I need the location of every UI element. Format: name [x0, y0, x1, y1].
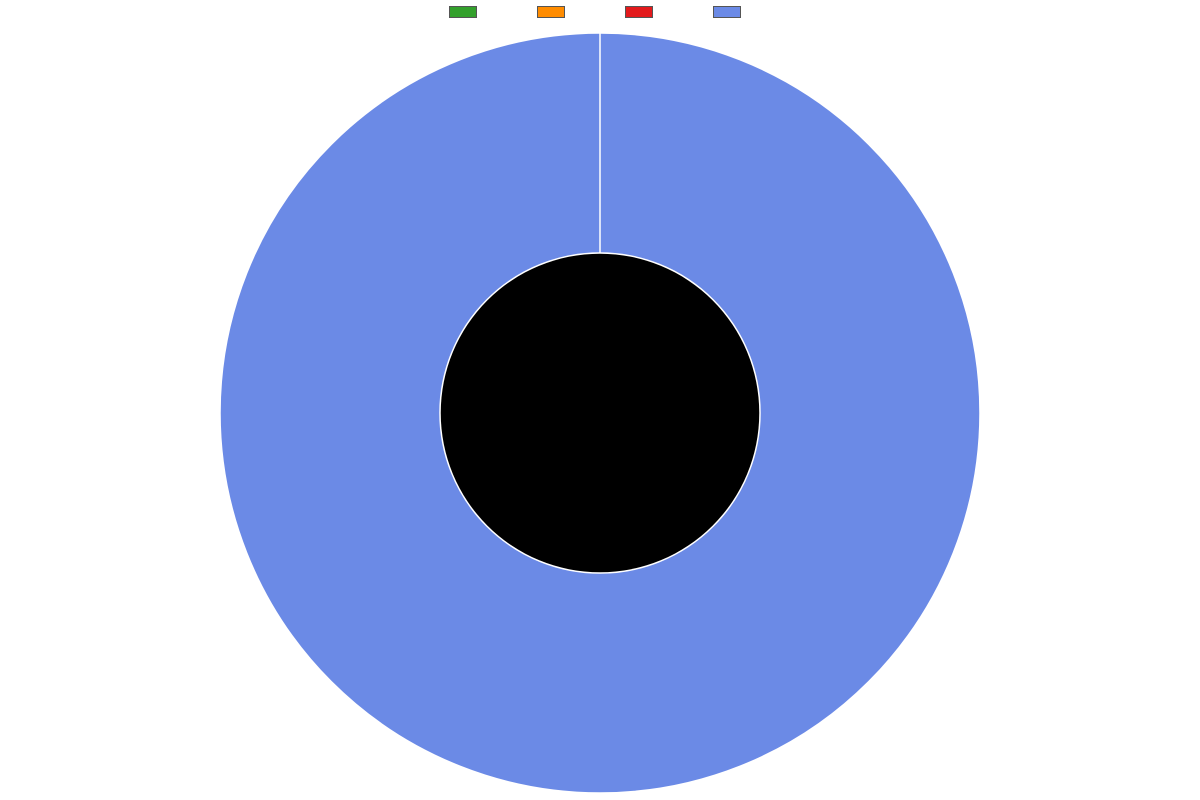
legend-swatch-0 [449, 6, 477, 18]
legend-item-2 [625, 6, 663, 18]
legend [449, 6, 751, 18]
legend-swatch-1 [537, 6, 565, 18]
donut-chart [0, 26, 1200, 800]
legend-item-0 [449, 6, 487, 18]
legend-swatch-3 [713, 6, 741, 18]
donut-hole [441, 254, 760, 573]
donut-svg [0, 26, 1200, 800]
legend-item-3 [713, 6, 751, 18]
legend-swatch-2 [625, 6, 653, 18]
legend-item-1 [537, 6, 575, 18]
chart-page [0, 0, 1200, 800]
